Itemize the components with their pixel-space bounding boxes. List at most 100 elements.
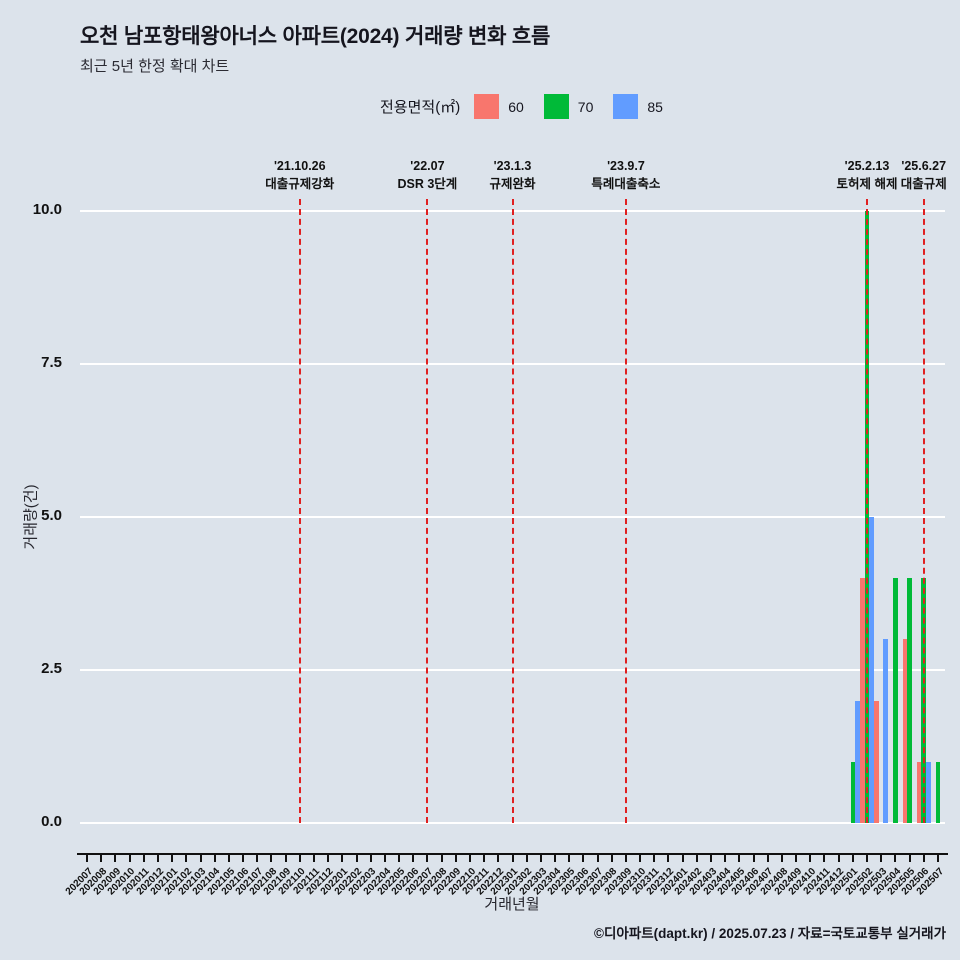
x-tick [653, 855, 656, 862]
annotation-text: '23.1.3 규제완화 [489, 158, 535, 193]
y-axis-ticks: 0.0 2.5 5.0 7.5 10.0 [0, 201, 70, 830]
y-tick-label: 5.0 [41, 507, 62, 524]
x-tick [369, 855, 372, 862]
x-tick [341, 855, 344, 862]
bar [907, 578, 912, 823]
annotation-label: 규제완화 [489, 176, 536, 191]
x-tick [837, 855, 840, 862]
x-tick [185, 855, 188, 862]
x-tick [114, 855, 117, 862]
bar [893, 578, 898, 823]
x-tick [866, 855, 868, 862]
legend-items: 60 70 85 [474, 94, 663, 119]
x-tick [752, 855, 755, 862]
annotation-text: '23.9.7 특례대출축소 [591, 158, 660, 193]
x-tick [582, 855, 585, 862]
annotation-text: '25.2.13 토허제 해제 [837, 158, 898, 193]
x-tick [695, 855, 698, 862]
x-tick [355, 855, 358, 862]
x-axis-label: 거래년월 [484, 896, 540, 913]
bar [925, 761, 931, 823]
x-tick [610, 855, 613, 862]
bar [869, 517, 874, 823]
x-tick [426, 855, 429, 862]
y-tick-label: 10.0 [32, 201, 62, 218]
annotation-label: 대출규제 [900, 176, 947, 191]
x-tick [86, 855, 89, 862]
legend-item: 60 [474, 94, 524, 119]
x-axis-ticks [80, 855, 945, 863]
x-tick [667, 855, 670, 862]
x-tick [213, 855, 216, 862]
bar [902, 639, 908, 823]
annotation-label: 대출규제강화 [265, 176, 335, 191]
annotation-label: 토허제 해제 [836, 176, 898, 191]
x-tick [809, 855, 812, 862]
x-tick [880, 855, 883, 862]
x-tick [596, 855, 599, 862]
x-tick [639, 855, 642, 862]
x-tick [851, 855, 854, 862]
plot-area [80, 199, 945, 824]
x-tick [440, 855, 443, 862]
x-tick [780, 855, 783, 862]
y-tick-label: 2.5 [41, 660, 62, 677]
x-tick [128, 855, 131, 862]
annotation-line [298, 199, 301, 823]
x-tick [298, 855, 301, 862]
x-tick [710, 855, 713, 862]
bar [883, 639, 888, 823]
legend-item: 85 [613, 94, 663, 119]
x-tick [894, 855, 897, 862]
x-axis-line [77, 853, 948, 855]
gridline [80, 822, 945, 824]
legend: 전용면적(㎡) 60 70 85 [380, 94, 663, 119]
x-tick [171, 855, 174, 862]
annotations-layer: '21.10.26 대출규제강화 '22.07 DSR 3단계 '23.1.3 규제완화 '… [0, 158, 960, 200]
annotation-text: '21.10.26 대출규제강화 [265, 158, 334, 193]
bar [860, 578, 865, 823]
bar [874, 700, 879, 823]
legend-swatch-85 [613, 94, 639, 119]
x-tick [568, 855, 571, 862]
y-tick-label: 7.5 [41, 354, 62, 371]
annotation-line [922, 199, 925, 823]
legend-title: 전용면적(㎡) [380, 99, 461, 116]
annotation-line [624, 199, 627, 823]
bar [855, 700, 860, 823]
annotation-text: '22.07 DSR 3단계 [397, 158, 457, 193]
x-tick [412, 855, 415, 862]
x-tick [766, 855, 769, 862]
x-tick [100, 855, 103, 862]
bar [935, 761, 941, 823]
annotation-date: '23.1.3 [493, 159, 532, 173]
annotation-text: '25.6.27 대출규제 [901, 158, 947, 193]
footer-credit: ©디아파트(dapt.kr) / 2025.07.23 / 자료=국토교통부 실… [594, 926, 946, 941]
x-tick [554, 855, 557, 862]
x-tick [922, 855, 925, 862]
legend-item-label: 60 [508, 98, 524, 115]
bar [916, 761, 922, 823]
x-tick [199, 855, 202, 862]
x-tick [823, 855, 826, 862]
x-tick [256, 855, 259, 862]
chart-title: 오천 남포항태왕아너스 아파트(2024) 거래량 변화 흐름 [80, 25, 551, 48]
x-tick [284, 855, 287, 862]
x-tick [483, 855, 486, 862]
annotation-label: 특례대출축소 [591, 176, 661, 191]
x-tick [795, 855, 798, 862]
legend-swatch-70 [543, 94, 569, 119]
x-tick [539, 855, 542, 862]
x-tick [142, 855, 145, 862]
y-tick-label: 0.0 [41, 813, 62, 830]
x-tick [312, 855, 315, 862]
legend-item: 70 [543, 94, 593, 119]
bar [850, 761, 856, 823]
annotation-date: '21.10.26 [273, 159, 326, 173]
x-tick [156, 855, 159, 862]
x-tick [681, 855, 684, 862]
chart-subtitle: 최근 5년 한정 확대 차트 [80, 58, 230, 75]
x-tick [525, 855, 528, 862]
x-tick [724, 855, 727, 862]
